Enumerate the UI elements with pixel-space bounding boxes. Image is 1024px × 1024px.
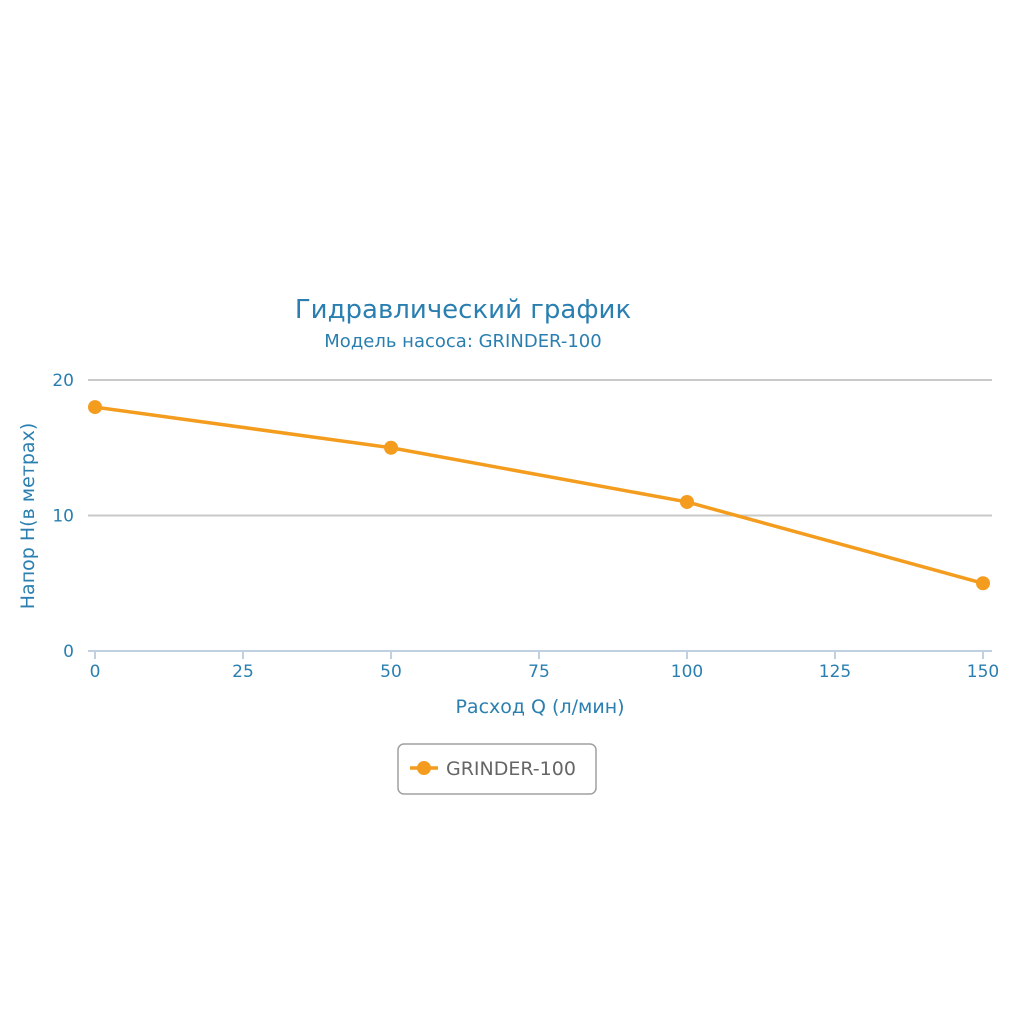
- data-point[interactable]: [680, 494, 694, 509]
- x-tick-label-125: 125: [819, 662, 851, 682]
- data-point[interactable]: [88, 400, 102, 415]
- x-axis-title: Расход Q (л/мин): [455, 696, 624, 718]
- x-tick-label-0: 0: [90, 662, 101, 682]
- y-tick-label-10: 10: [52, 507, 74, 527]
- legend-swatch-marker: [417, 761, 431, 775]
- data-point[interactable]: [976, 576, 990, 591]
- y-tick-label-20: 20: [52, 371, 74, 391]
- y-axis-title: Напор H(в метрах): [17, 423, 39, 609]
- x-axis-ticks: 0 25 50 75 100 125 150: [90, 651, 999, 682]
- x-tick-label-25: 25: [232, 662, 254, 682]
- x-tick-label-150: 150: [967, 662, 999, 682]
- series-line-0: [94, 405, 984, 585]
- legend-box: [397, 743, 597, 795]
- y-axis: 0 10 20: [52, 371, 74, 662]
- x-tick-label-50: 50: [380, 662, 402, 682]
- x-tick-label-75: 75: [528, 662, 550, 682]
- chart-subtitle: Модель насоса: GRINDER-100: [324, 331, 601, 352]
- grid: [88, 379, 992, 517]
- x-tick-label-100: 100: [671, 662, 703, 682]
- legend[interactable]: GRINDER-100: [397, 743, 597, 795]
- y-tick-label-0: 0: [63, 642, 74, 662]
- data-point[interactable]: [384, 440, 398, 455]
- chart-title: Гидравлический график: [295, 295, 631, 325]
- series-grinder-100: [88, 400, 990, 591]
- legend-item-grinder-100[interactable]: GRINDER-100: [446, 758, 576, 780]
